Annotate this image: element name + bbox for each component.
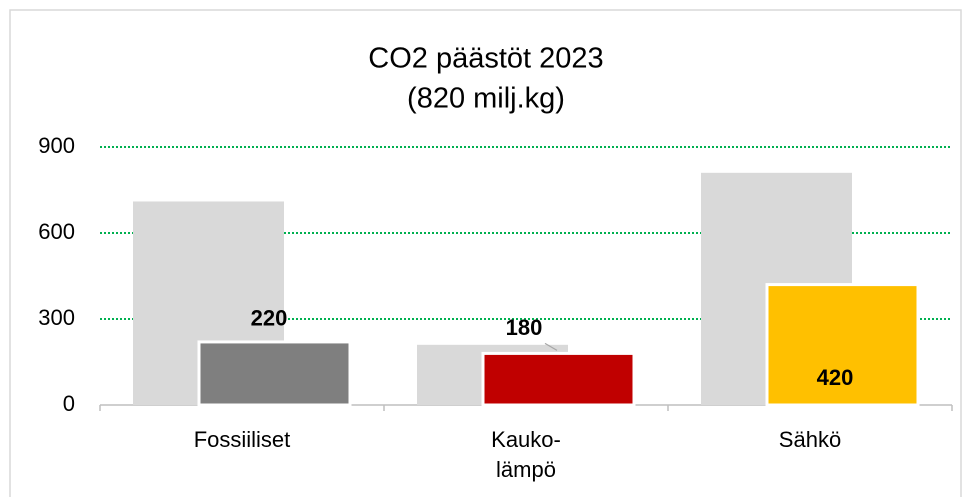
bar [765,283,920,407]
chart-title: CO2 päästöt 2023 [368,43,603,75]
label-leader [544,342,558,351]
data-label: 420 [817,365,854,390]
data-label: 180 [506,315,543,340]
y-tick-label: 300 [38,305,75,330]
x-tick-label: Fossiiliset [193,427,291,452]
bar [481,351,636,407]
x-tick-label: Kauko- lämpö [491,427,561,482]
bar [197,340,352,407]
x-tick-label: Sähkö [778,427,842,452]
data-label: 220 [251,306,288,331]
y-tick-label: 0 [63,391,75,416]
y-tick-label: 900 [38,133,75,158]
y-tick-label: 600 [38,219,75,244]
chart-subtitle: (820 milj.kg) [407,83,565,115]
